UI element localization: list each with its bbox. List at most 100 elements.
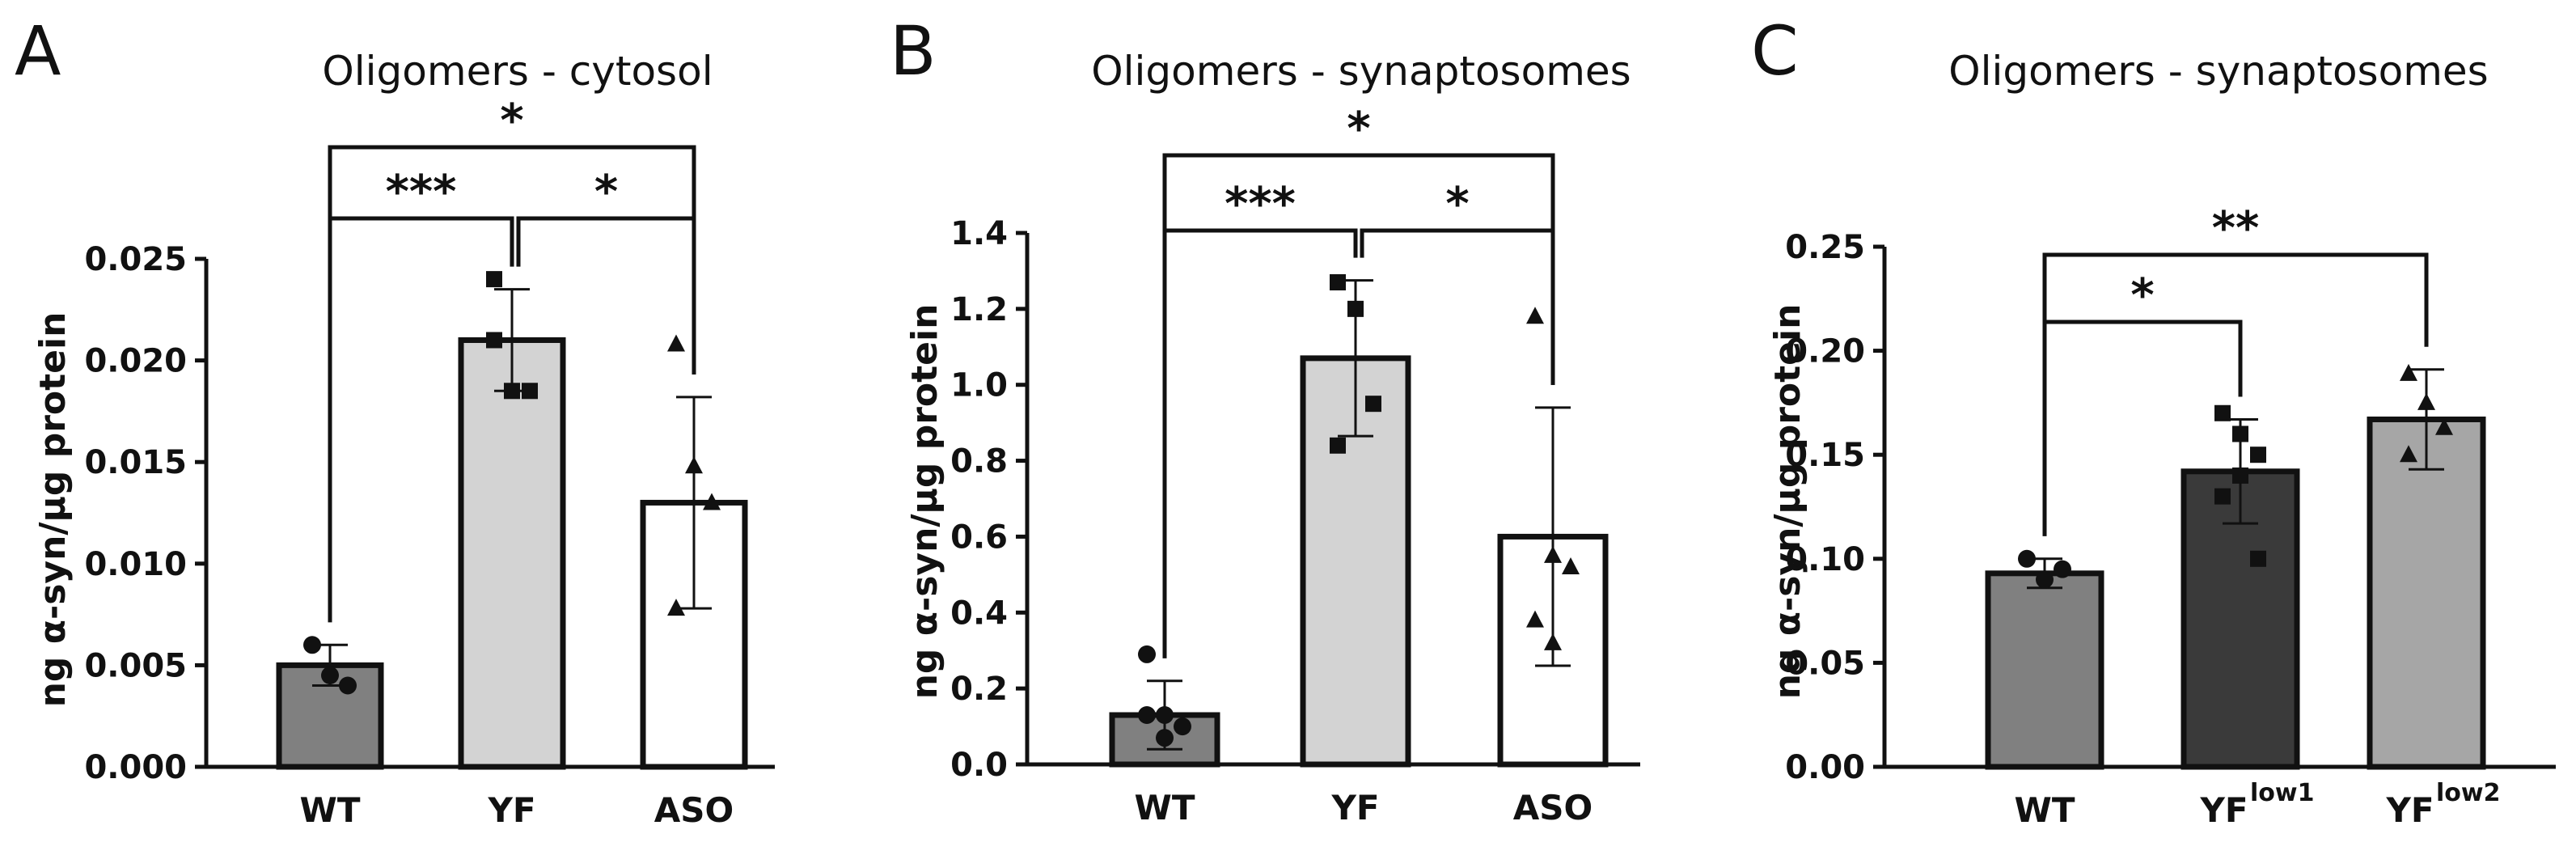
- data-point-square: [1330, 437, 1346, 454]
- data-point-square: [1330, 274, 1346, 291]
- data-point-circle: [2036, 570, 2054, 589]
- x-tick-label: WT: [300, 790, 361, 830]
- data-point-triangle: [2400, 445, 2417, 463]
- data-point-square: [522, 383, 538, 400]
- y-tick-label: 0.020: [84, 343, 187, 380]
- y-axis-label: ng α-syn/μg protein: [1767, 304, 1808, 700]
- significance-label: *: [1445, 178, 1469, 231]
- data-point-square: [2232, 467, 2248, 484]
- significance-label: *: [2130, 269, 2154, 322]
- y-tick-label: 0.20: [1785, 333, 1865, 370]
- data-point-circle: [1156, 705, 1174, 724]
- data-point-circle: [1174, 717, 1191, 736]
- data-point-triangle: [1526, 307, 1544, 324]
- x-tick-label: ASO: [1513, 788, 1593, 827]
- y-tick-label: 0.6: [950, 519, 1008, 556]
- y-tick-label: 0.00: [1785, 749, 1865, 786]
- data-point-circle: [1156, 729, 1174, 747]
- chart-title: Oligomers - cytosol: [322, 48, 713, 95]
- plot-area: 0.00.20.40.60.81.01.21.4WT YF ASO*** **: [950, 103, 1640, 827]
- data-point-triangle: [703, 493, 721, 510]
- y-axis-label: ng α-syn/μg protein: [904, 304, 945, 700]
- data-point-circle: [339, 676, 357, 695]
- x-tick-label: ASO: [654, 790, 734, 830]
- y-tick-label: 1.4: [950, 215, 1008, 252]
- data-point-triangle: [2417, 392, 2435, 410]
- bar: [1985, 570, 2104, 770]
- data-point-circle: [1138, 645, 1156, 663]
- y-tick-label: 0.015: [84, 444, 187, 481]
- x-tick-label: YF: [2385, 790, 2434, 830]
- x-tick-label-superscript: low1: [2250, 779, 2314, 807]
- y-tick-label: 0.010: [84, 546, 187, 583]
- y-tick-label: 0.8: [950, 443, 1008, 480]
- y-tick-label: 0.2: [950, 671, 1008, 708]
- y-tick-label: 0.000: [84, 749, 187, 786]
- data-point-square: [1365, 396, 1381, 413]
- x-tick-label: YF: [2199, 790, 2248, 830]
- y-tick-label: 0.025: [84, 241, 187, 278]
- data-point-triangle: [1544, 545, 1562, 563]
- y-tick-label: 0.05: [1785, 645, 1865, 682]
- data-point-triangle: [685, 456, 703, 474]
- y-tick-label: 1.2: [950, 291, 1008, 328]
- chart-title: Oligomers - synaptosomes: [1091, 48, 1631, 95]
- panel-b: B Oligomers - synaptosomes ng α-syn/μg p…: [890, 11, 1640, 827]
- panel-letter: B: [890, 11, 937, 91]
- significance-label: *: [1347, 103, 1370, 155]
- x-tick-label: YF: [487, 790, 535, 830]
- x-tick-label-superscript: low2: [2436, 779, 2500, 807]
- panel-letter: A: [15, 11, 61, 91]
- significance-label: *: [500, 95, 523, 147]
- significance-bracket: [328, 145, 696, 623]
- chart-title: Oligomers - synaptosomes: [1948, 48, 2488, 95]
- x-tick-label: WT: [1135, 788, 1195, 827]
- y-tick-label: 0.10: [1785, 541, 1865, 578]
- panel-a: A Oligomers - cytosol ng α-syn/μg protei…: [15, 11, 775, 830]
- data-point-square: [2214, 488, 2231, 505]
- data-point-triangle: [1562, 557, 1580, 574]
- data-point-circle: [303, 636, 321, 654]
- data-point-circle: [2054, 560, 2071, 578]
- significance-label: ***: [386, 166, 457, 218]
- significance-bracket: [2042, 252, 2429, 536]
- data-point-circle: [2018, 549, 2036, 568]
- data-point-square: [2250, 550, 2266, 567]
- significance-label: *: [594, 166, 618, 218]
- data-point-triangle: [1544, 633, 1562, 650]
- data-point-square: [2214, 404, 2231, 421]
- data-point-square: [2232, 425, 2248, 442]
- data-point-triangle: [2400, 363, 2417, 381]
- data-point-square: [486, 332, 502, 349]
- significance-bracket: [1162, 153, 1555, 658]
- y-tick-label: 0.005: [84, 647, 187, 684]
- y-tick-label: 0.15: [1785, 437, 1865, 474]
- panel-c: C Oligomers - synaptosomes ng α-syn/μg p…: [1751, 11, 2556, 830]
- significance-label: **: [2212, 202, 2260, 255]
- data-point-triangle: [667, 334, 685, 352]
- y-tick-label: 0.4: [950, 595, 1008, 632]
- x-tick-label: YF: [1330, 788, 1379, 827]
- data-point-square: [504, 383, 520, 400]
- significance-label: ***: [1225, 178, 1296, 231]
- data-point-triangle: [667, 599, 685, 616]
- data-point-triangle: [1526, 610, 1544, 628]
- y-axis-label: ng α-syn/μg protein: [32, 312, 74, 708]
- bar: [2367, 416, 2486, 770]
- data-point-square: [2250, 447, 2266, 463]
- data-point-triangle: [2435, 417, 2453, 435]
- data-point-square: [1347, 300, 1364, 317]
- data-point-square: [486, 271, 502, 288]
- y-tick-label: 0.25: [1785, 229, 1865, 266]
- data-point-circle: [1138, 705, 1156, 724]
- y-tick-label: 1.0: [950, 367, 1008, 404]
- x-tick-label: WT: [2015, 790, 2075, 830]
- y-tick-label: 0.0: [950, 747, 1008, 784]
- panel-letter: C: [1751, 11, 1799, 91]
- data-point-circle: [321, 666, 339, 684]
- bar: [458, 336, 566, 770]
